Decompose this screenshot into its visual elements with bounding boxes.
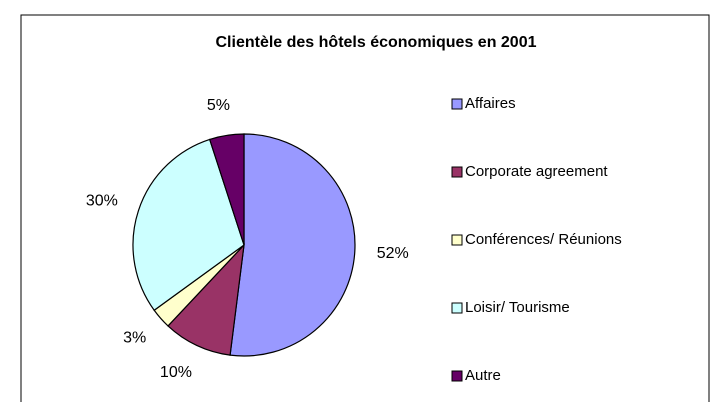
legend-swatch bbox=[451, 98, 463, 110]
chart-title: Clientèle des hôtels économiques en 2001 bbox=[216, 34, 537, 51]
data-label: 3% bbox=[123, 329, 146, 346]
legend-swatch bbox=[451, 370, 463, 382]
chart-border bbox=[20, 14, 710, 402]
legend-swatch bbox=[451, 234, 463, 246]
pie-slice bbox=[132, 138, 245, 312]
data-label: 52% bbox=[377, 245, 409, 262]
pie-slice bbox=[208, 133, 245, 246]
data-label: 5% bbox=[207, 97, 230, 114]
legend-swatch bbox=[451, 302, 463, 314]
data-label: 10% bbox=[160, 364, 192, 381]
data-label: 30% bbox=[86, 193, 118, 210]
legend-label: Autre bbox=[465, 367, 501, 384]
legend-swatch bbox=[451, 166, 463, 178]
legend-label: Conférences/ Réunions bbox=[465, 231, 622, 248]
legend-label: Affaires bbox=[465, 95, 516, 112]
legend-label: Corporate agreement bbox=[465, 163, 608, 180]
legend-label: Loisir/ Tourisme bbox=[465, 299, 570, 316]
pie-slice bbox=[229, 133, 356, 357]
